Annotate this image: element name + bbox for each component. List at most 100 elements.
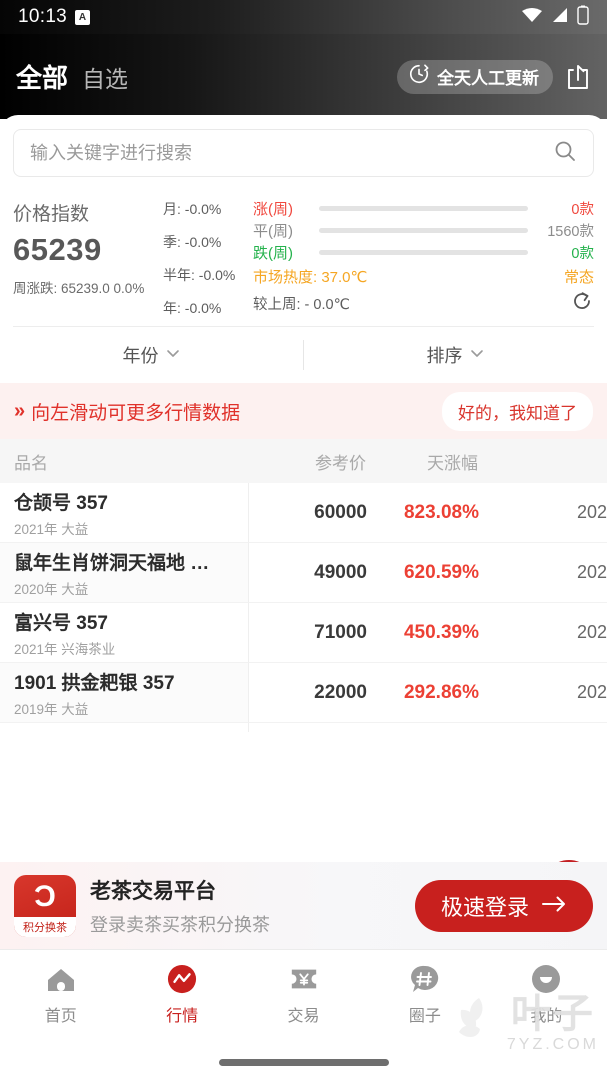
column-header-price: 参考价 bbox=[315, 453, 366, 473]
home-icon bbox=[46, 964, 76, 994]
nav-item-circle[interactable]: 圈子 bbox=[364, 964, 485, 1080]
price-index-panel: 价格指数 65239 周涨跌: 65239.0 0.0% 月: -0.0% 季:… bbox=[0, 187, 607, 326]
product-name: 仓颉号 357 bbox=[14, 492, 108, 514]
cell-date: 202 bbox=[576, 682, 607, 702]
ad-text: 老茶交易平台 登录卖茶买茶积分换茶 bbox=[90, 875, 270, 937]
double-chevron-right-icon: » bbox=[14, 399, 25, 422]
cell-product[interactable]: 瑞虎呈祥 357 2022年 大益 bbox=[0, 723, 248, 732]
search-input[interactable] bbox=[30, 142, 553, 164]
status-bar: 10:13 A bbox=[0, 0, 607, 34]
index-title: 价格指数 bbox=[13, 204, 90, 225]
vs-last-week-row: 较上周: - 0.0℃ bbox=[253, 289, 594, 318]
app-badge-icon: A bbox=[75, 9, 91, 25]
ad-banner[interactable]: Ɔ 积分换茶 老茶交易平台 登录卖茶买茶积分换茶 极速登录 bbox=[0, 862, 607, 950]
product-name: 鼠年生肖饼洞天福地 … bbox=[14, 552, 210, 574]
bottom-nav: 首页 行情 交易 圈子 我的 叶子 7YZ. bbox=[0, 950, 607, 1080]
index-value: 65239 bbox=[13, 232, 102, 267]
cell-scroll-area[interactable]: 60000 823.08% 202 bbox=[248, 483, 607, 543]
bar-label-down: 跌(周) bbox=[253, 244, 293, 262]
market-heat-row: 市场热度: 37.0℃ 常态 bbox=[253, 266, 594, 287]
cell-product[interactable]: 鼠年生肖饼洞天福地 … 2020年 大益 bbox=[0, 543, 248, 603]
table-row[interactable]: 仓颉号 357 2021年 大益 60000 823.08% 202 bbox=[0, 483, 607, 543]
battery-icon bbox=[577, 5, 589, 30]
product-name: 1901 拱金耙银 357 bbox=[14, 672, 175, 694]
cell-date: 202 bbox=[576, 562, 607, 582]
filter-separator bbox=[303, 340, 304, 370]
bar-label-up: 涨(周) bbox=[253, 200, 293, 218]
table-row[interactable]: 鼠年生肖饼洞天福地 … 2020年 大益 49000 620.59% 202 bbox=[0, 543, 607, 603]
filter-year[interactable]: 年份 bbox=[0, 327, 303, 383]
tab-custom[interactable]: 自选 bbox=[82, 66, 129, 92]
product-name: 瑞虎呈祥 357 bbox=[14, 728, 248, 733]
cell-change: 823.08% bbox=[403, 501, 479, 523]
bar-row-up: 涨(周) 0款 bbox=[253, 197, 594, 219]
clock-icon bbox=[408, 63, 430, 90]
cell-price: 60000 bbox=[314, 501, 367, 523]
table-row[interactable]: 富兴号 357 2021年 兴海茶业 71000 450.39% 202 bbox=[0, 603, 607, 663]
search-section bbox=[0, 115, 607, 187]
nav-label-trade: 交易 bbox=[287, 1008, 320, 1025]
table-body[interactable]: 仓颉号 357 2021年 大益 60000 823.08% 202 鼠年生肖饼… bbox=[0, 483, 607, 732]
refresh-icon[interactable] bbox=[570, 289, 594, 318]
table-row[interactable]: 瑞虎呈祥 357 2022年 大益 1400 86% 202 bbox=[0, 723, 607, 732]
search-bar[interactable] bbox=[13, 129, 594, 177]
smiley-icon bbox=[531, 964, 561, 994]
cell-date: 202 bbox=[576, 502, 607, 522]
product-sub: 2019年 大益 bbox=[14, 701, 89, 717]
nav-item-market[interactable]: 行情 bbox=[121, 964, 242, 1080]
nav-label-market: 行情 bbox=[166, 1008, 199, 1025]
ad-logo-tag: 积分换茶 bbox=[14, 916, 76, 937]
arrow-right-icon bbox=[541, 893, 567, 919]
cell-scroll-area[interactable]: 49000 620.59% 202 bbox=[248, 543, 607, 603]
cell-price: 22000 bbox=[314, 681, 367, 703]
manual-update-button[interactable]: 全天人工更新 bbox=[397, 59, 553, 94]
bar-track-up bbox=[319, 205, 528, 211]
cell-product[interactable]: 富兴号 357 2021年 兴海茶业 bbox=[0, 603, 248, 663]
bar-track-flat bbox=[319, 227, 528, 233]
column-header-change: 天涨幅 bbox=[427, 453, 478, 473]
header-actions: 全天人工更新 bbox=[397, 59, 591, 94]
ad-title: 老茶交易平台 bbox=[90, 879, 216, 903]
cell-scroll-area[interactable]: 1400 86% 202 bbox=[248, 723, 607, 732]
trend-icon bbox=[167, 964, 197, 994]
index-bars: 涨(周) 0款 平(周) 1560款 跌(周) 0款 市场热度: 37.0℃ 常… bbox=[253, 193, 594, 318]
tip-dismiss-button[interactable]: 好的，我知道了 bbox=[442, 391, 593, 431]
share-icon[interactable] bbox=[565, 63, 591, 91]
nav-item-home[interactable]: 首页 bbox=[0, 964, 121, 1080]
period-quarter: 季: -0.0% bbox=[163, 234, 222, 250]
index-periods: 月: -0.0% 季: -0.0% 半年: -0.0% 年: -0.0% bbox=[163, 193, 253, 318]
cell-scroll-area[interactable]: 71000 450.39% 202 bbox=[248, 603, 607, 663]
cell-scroll-area[interactable]: 22000 292.86% 202 bbox=[248, 663, 607, 723]
period-month: 月: -0.0% bbox=[163, 201, 222, 217]
product-name: 富兴号 357 bbox=[14, 612, 108, 634]
filter-sort[interactable]: 排序 bbox=[304, 327, 607, 383]
cell-product[interactable]: 1901 拱金耙银 357 2019年 大益 bbox=[0, 663, 248, 723]
filter-bar: 年份 排序 bbox=[0, 327, 607, 383]
nav-label-home: 首页 bbox=[44, 1008, 77, 1025]
cell-price: 71000 bbox=[314, 621, 367, 643]
swipe-tip-text: 向左滑动可更多行情数据 bbox=[31, 402, 241, 424]
chevron-down-icon bbox=[165, 345, 181, 366]
cell-product[interactable]: 仓颉号 357 2021年 大益 bbox=[0, 483, 248, 543]
header-tabs: 全部 自选 bbox=[16, 58, 128, 95]
nav-item-mine[interactable]: 我的 bbox=[486, 964, 607, 1080]
column-header-name: 品名 bbox=[14, 453, 48, 473]
cell-change: 450.39% bbox=[403, 621, 479, 643]
tab-all[interactable]: 全部 bbox=[16, 63, 69, 93]
ad-logo: Ɔ 积分换茶 bbox=[14, 874, 76, 937]
nav-item-trade[interactable]: 交易 bbox=[243, 964, 364, 1080]
index-week-change: 周涨跌: 65239.0 0.0% bbox=[13, 281, 145, 296]
chevron-down-icon bbox=[469, 345, 485, 366]
cell-change: 292.86% bbox=[403, 681, 479, 703]
bar-row-flat: 平(周) 1560款 bbox=[253, 219, 594, 241]
period-year: 年: -0.0% bbox=[163, 300, 222, 316]
bar-count-up: 0款 bbox=[571, 201, 594, 218]
filter-sort-label: 排序 bbox=[426, 346, 463, 366]
nav-label-mine: 我的 bbox=[530, 1008, 563, 1025]
manual-update-label: 全天人工更新 bbox=[437, 69, 539, 88]
market-heat-state: 常态 bbox=[563, 269, 594, 286]
quick-login-button[interactable]: 极速登录 bbox=[414, 879, 593, 932]
table-row[interactable]: 1901 拱金耙银 357 2019年 大益 22000 292.86% 202 bbox=[0, 663, 607, 723]
filter-year-label: 年份 bbox=[122, 346, 159, 366]
search-icon[interactable] bbox=[553, 139, 577, 168]
